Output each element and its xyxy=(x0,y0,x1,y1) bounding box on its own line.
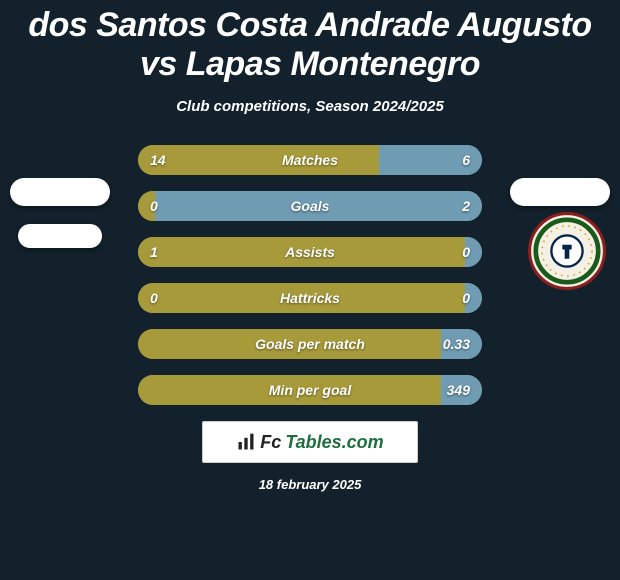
subtitle: Club competitions, Season 2024/2025 xyxy=(0,98,620,115)
branding-left: Fc xyxy=(260,432,281,453)
stat-label: Assists xyxy=(138,237,482,267)
stat-row: 14Matches6 xyxy=(138,145,482,175)
stat-label: Goals per match xyxy=(138,329,482,359)
stat-row: Min per goal349 xyxy=(138,375,482,405)
stat-value-right: 0.33 xyxy=(443,329,470,359)
stat-label: Min per goal xyxy=(138,375,482,405)
stat-value-right: 6 xyxy=(462,145,470,175)
stat-label: Hattricks xyxy=(138,283,482,313)
comparison-card: dos Santos Costa Andrade Augusto vs Lapa… xyxy=(0,0,620,580)
stat-row: 0Hattricks0 xyxy=(138,283,482,313)
branding-right: Tables.com xyxy=(285,432,383,453)
stat-row: Goals per match0.33 xyxy=(138,329,482,359)
stat-value-right: 0 xyxy=(462,283,470,313)
stat-row: 0Goals2 xyxy=(138,191,482,221)
stats-bars: 14Matches60Goals21Assists00Hattricks0Goa… xyxy=(70,145,550,405)
branding-badge: FcTables.com xyxy=(202,421,418,463)
stat-value-right: 349 xyxy=(447,375,470,405)
chart-icon xyxy=(236,432,256,452)
stat-row: 1Assists0 xyxy=(138,237,482,267)
stat-value-right: 0 xyxy=(462,237,470,267)
page-title: dos Santos Costa Andrade Augusto vs Lapa… xyxy=(0,0,620,84)
stat-value-right: 2 xyxy=(462,191,470,221)
footer-date: 18 february 2025 xyxy=(0,477,620,492)
stat-label: Goals xyxy=(138,191,482,221)
stat-label: Matches xyxy=(138,145,482,175)
